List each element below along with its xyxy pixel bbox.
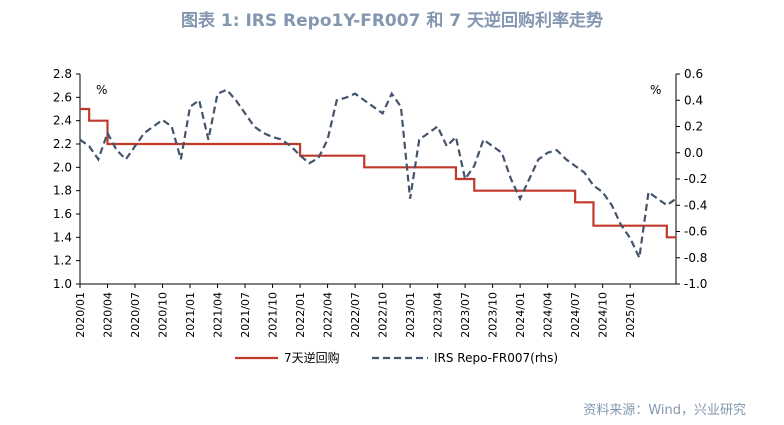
series-line-irs <box>79 88 677 262</box>
y-left-tick-label: 2.8 <box>53 67 72 81</box>
x-tick-label: 2023/04 <box>432 292 445 338</box>
x-tick-label: 2024/10 <box>597 292 610 338</box>
x-tick-label: 2023/01 <box>404 292 417 338</box>
y-right-tick-label: -1.0 <box>684 277 707 291</box>
series-line-reverse-repo <box>80 107 676 239</box>
y-left-tick-label: 1.2 <box>53 254 72 268</box>
x-tick-label: 2020/04 <box>102 292 115 338</box>
x-tick-label: 2023/10 <box>487 292 500 338</box>
x-tick-label: 2021/04 <box>212 292 225 338</box>
y-right-tick-label: -0.2 <box>684 172 707 186</box>
x-tick-label: 2022/10 <box>377 292 390 338</box>
x-tick-label: 2025/01 <box>624 292 637 338</box>
y-left-tick-label: 1.0 <box>53 277 72 291</box>
x-tick-label: 2020/10 <box>157 292 170 338</box>
y-right-tick-label: 0.0 <box>684 146 703 160</box>
y-left-tick-label: 2.2 <box>53 137 72 151</box>
y-left-tick-label: 2.4 <box>53 114 72 128</box>
source-note: 资料来源：Wind，兴业研究 <box>583 403 746 418</box>
left-unit-label: % <box>96 83 107 97</box>
x-tick-label: 2024/04 <box>542 292 555 338</box>
y-right-tick-label: 0.2 <box>684 120 703 134</box>
y-left-tick-label: 2.0 <box>53 160 72 174</box>
legend-label-irs: IRS Repo-FR007(rhs) <box>434 351 558 365</box>
x-tick-label: 2021/07 <box>239 292 252 338</box>
chart-title: 图表 1: IRS Repo1Y-FR007 和 7 天逆回购利率走势 <box>181 11 603 31</box>
x-tick-label: 2020/07 <box>129 292 142 338</box>
x-tick-label: 2021/10 <box>267 292 280 338</box>
y-right-tick-label: 0.4 <box>684 93 703 107</box>
y-left-tick-label: 1.8 <box>53 184 72 198</box>
x-tick-label: 2021/01 <box>184 292 197 338</box>
x-tick-label: 2022/01 <box>294 292 307 338</box>
x-tick-label: 2024/01 <box>514 292 527 338</box>
right-unit-label: % <box>650 83 661 97</box>
y-left-tick-label: 1.6 <box>53 207 72 221</box>
y-right-tick-label: -0.8 <box>684 251 707 265</box>
x-tick-label: 2020/01 <box>74 292 87 338</box>
x-tick-label: 2023/07 <box>459 292 472 338</box>
x-tick-label: 2022/04 <box>322 292 335 338</box>
legend-label-reverse-repo: 7天逆回购 <box>284 350 340 365</box>
y-right-tick-label: 0.6 <box>684 67 703 81</box>
x-tick-label: 2024/07 <box>569 292 582 338</box>
x-tick-label: 2022/07 <box>349 292 362 338</box>
y-left-tick-label: 2.6 <box>53 90 72 104</box>
y-left-tick-label: 1.4 <box>53 230 72 244</box>
y-right-tick-label: -0.6 <box>684 225 707 239</box>
y-right-tick-label: -0.4 <box>684 198 707 212</box>
